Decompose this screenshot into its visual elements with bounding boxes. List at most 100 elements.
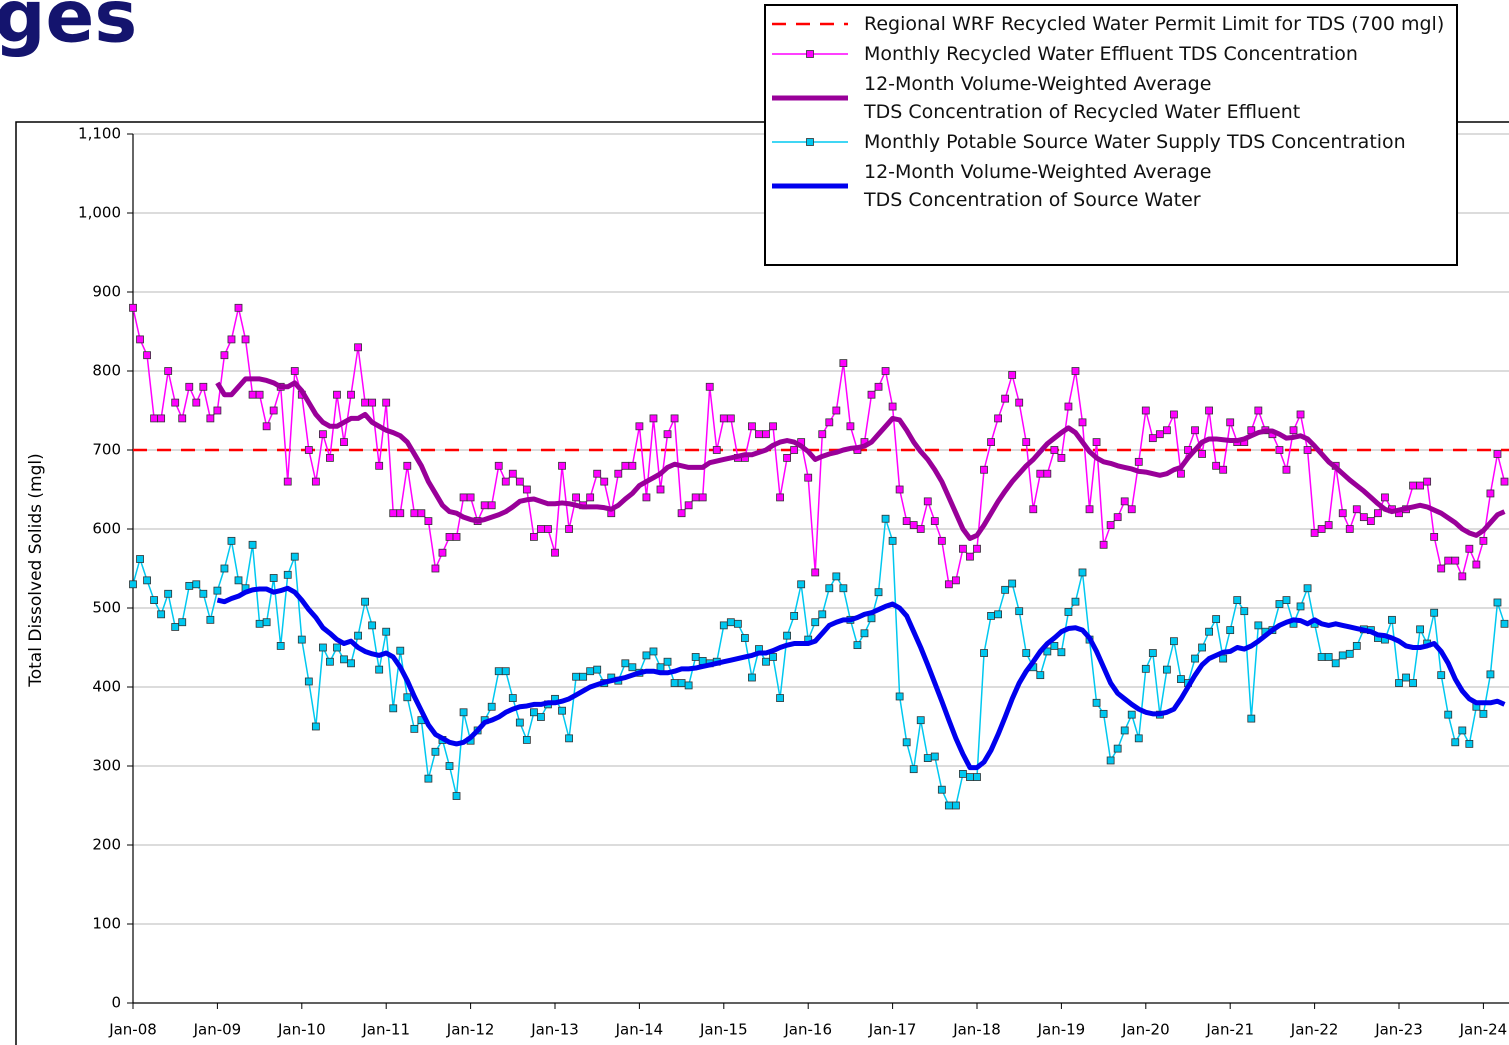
- data-point: [368, 621, 377, 630]
- data-point: [952, 576, 960, 585]
- data-point: [466, 493, 475, 502]
- x-tick-label: Jan-08: [108, 1021, 157, 1039]
- data-point: [811, 568, 820, 577]
- x-tick-label: Jan-13: [530, 1021, 579, 1039]
- data-point: [853, 641, 862, 650]
- data-point: [255, 619, 264, 628]
- data-point: [656, 485, 665, 494]
- legend-label: Monthly Potable Source Water Supply TDS …: [864, 131, 1406, 153]
- data-point: [551, 548, 559, 557]
- y-tick-label: 600: [92, 520, 121, 538]
- y-tick-label: 1,000: [78, 204, 121, 222]
- data-point: [1486, 670, 1495, 679]
- data-point: [1282, 465, 1291, 474]
- data-point: [1472, 560, 1481, 569]
- data-point: [150, 414, 159, 423]
- data-point: [642, 493, 651, 502]
- data-point: [937, 785, 946, 794]
- data-point: [1141, 664, 1150, 673]
- data-point: [973, 544, 981, 553]
- legend: Regional WRF Recycled Water Permit Limit…: [764, 4, 1458, 266]
- data-point: [593, 469, 602, 478]
- data-point: [579, 672, 588, 681]
- data-point: [1008, 579, 1017, 588]
- data-point: [1359, 513, 1368, 522]
- data-point: [171, 623, 180, 631]
- data-point: [262, 618, 271, 627]
- data-point: [902, 738, 911, 747]
- data-point: [206, 615, 215, 624]
- data-point: [1402, 673, 1410, 682]
- data-point: [895, 692, 904, 701]
- data-point: [973, 773, 981, 781]
- legend-marker: [806, 50, 814, 58]
- data-point: [1303, 446, 1312, 454]
- data-point: [1057, 453, 1066, 462]
- x-tick-label: Jan-12: [446, 1021, 495, 1039]
- data-point: [1493, 450, 1502, 458]
- data-point: [318, 430, 327, 439]
- data-point: [403, 461, 412, 470]
- data-point: [227, 536, 236, 545]
- data-point: [1275, 446, 1284, 454]
- data-point: [185, 382, 194, 391]
- data-point: [832, 572, 841, 581]
- data-point: [1064, 608, 1073, 616]
- data-point: [860, 629, 869, 638]
- legend-swatch: [772, 50, 848, 58]
- data-point: [1120, 726, 1129, 735]
- data-point: [980, 649, 988, 657]
- data-point: [1177, 675, 1185, 683]
- x-tick-label: Jan-16: [783, 1021, 832, 1039]
- legend-label: 12-Month Volume-Weighted Average TDS Con…: [864, 73, 1301, 123]
- data-point: [269, 406, 278, 415]
- data-point: [966, 552, 974, 561]
- data-point: [797, 580, 806, 589]
- data-point: [719, 621, 728, 630]
- data-point: [1444, 710, 1453, 719]
- legend-item: 12-Month Volume-Weighted Average TDS Con…: [770, 158, 1456, 214]
- x-tick-label: Jan-18: [952, 1021, 1001, 1039]
- data-point: [586, 667, 595, 676]
- data-point: [937, 536, 946, 545]
- data-point: [290, 552, 299, 561]
- legend-swatch: [772, 138, 848, 146]
- data-point: [494, 667, 503, 676]
- legend-label: Monthly Recycled Water Effluent TDS Conc…: [864, 43, 1358, 65]
- data-point: [1233, 596, 1242, 604]
- data-point: [1240, 607, 1249, 616]
- data-point: [966, 773, 974, 781]
- data-point: [1317, 525, 1326, 533]
- data-point: [1099, 709, 1108, 718]
- data-point: [1493, 598, 1502, 607]
- page-title: ges: [0, 0, 137, 59]
- data-point: [340, 438, 348, 447]
- data-point: [1155, 430, 1164, 439]
- data-point: [1338, 651, 1347, 660]
- data-point: [1064, 402, 1073, 411]
- data-point: [923, 754, 932, 762]
- data-point: [1374, 509, 1382, 518]
- data-point: [726, 618, 735, 627]
- data-point: [382, 627, 391, 636]
- data-point: [825, 418, 834, 427]
- data-point: [354, 343, 362, 352]
- data-point: [959, 770, 967, 778]
- data-point: [178, 618, 187, 627]
- data-point: [1282, 596, 1291, 604]
- data-point: [269, 574, 278, 582]
- y-tick-label: 300: [92, 757, 121, 775]
- data-point: [987, 438, 995, 447]
- data-point: [537, 525, 545, 533]
- data-point: [438, 548, 447, 557]
- data-point: [959, 544, 967, 553]
- data-point: [572, 493, 580, 502]
- data-point: [839, 359, 848, 368]
- data-point: [1444, 556, 1453, 565]
- data-point: [410, 724, 419, 733]
- data-point: [1106, 521, 1115, 529]
- x-tick-label: Jan-23: [1374, 1021, 1423, 1039]
- data-point: [213, 406, 222, 415]
- data-point: [1043, 469, 1052, 478]
